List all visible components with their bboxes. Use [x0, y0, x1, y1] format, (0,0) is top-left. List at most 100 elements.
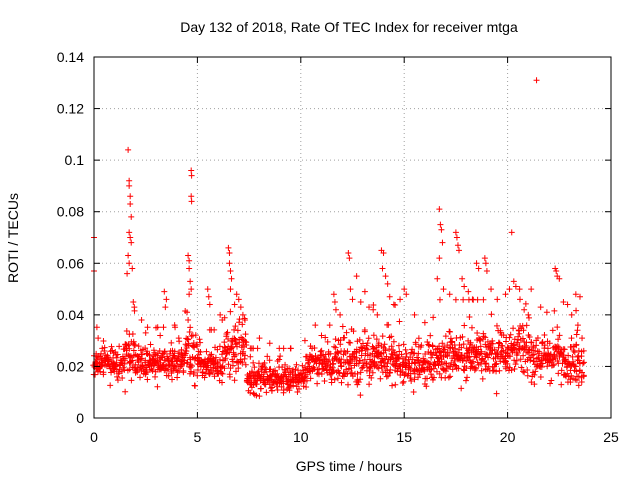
tick-labels: 0 5 10 15 20 25 0 0.02 0.04 0.06 0.08 0.1 0.12 0.14: [57, 49, 619, 445]
data-point: [555, 336, 562, 343]
data-point: [187, 361, 194, 368]
data-point: [488, 311, 495, 318]
data-point: [526, 334, 533, 341]
data-point: [472, 365, 479, 372]
data-point: [184, 335, 191, 342]
data-point: [239, 311, 246, 318]
data-point: [544, 363, 551, 370]
data-point: [398, 351, 405, 358]
data-point: [126, 177, 133, 184]
data-point: [460, 341, 467, 348]
data-point: [264, 353, 271, 360]
y-tick-label: 0: [76, 410, 84, 426]
data-point: [125, 342, 132, 349]
data-point: [384, 280, 391, 287]
data-point: [447, 363, 454, 370]
data-point: [390, 301, 397, 308]
data-point: [506, 286, 513, 293]
data-point: [532, 368, 539, 375]
data-point: [411, 376, 418, 383]
data-point: [477, 343, 484, 350]
data-point: [231, 335, 238, 342]
data-point: [157, 332, 164, 339]
data-point: [330, 368, 337, 375]
data-point: [302, 364, 309, 371]
data-point: [508, 367, 515, 374]
data-point: [242, 361, 249, 368]
data-point: [439, 340, 446, 347]
data-point: [427, 361, 434, 368]
data-point: [411, 350, 418, 357]
data-point: [146, 352, 153, 359]
data-point: [409, 346, 416, 353]
data-point: [460, 366, 467, 373]
data-point: [502, 365, 509, 372]
data-point: [184, 309, 191, 316]
data-point: [456, 247, 463, 254]
data-point: [366, 304, 373, 311]
data-point: [578, 379, 585, 386]
data-point: [242, 331, 249, 338]
data-point: [512, 361, 519, 368]
data-point: [369, 369, 376, 376]
data-point: [518, 345, 525, 352]
data-point: [533, 342, 540, 349]
data-point: [414, 354, 421, 361]
data-point: [543, 309, 550, 316]
data-point: [464, 350, 471, 357]
data-point: [228, 344, 235, 351]
data-point: [161, 348, 168, 355]
data-point: [447, 335, 454, 342]
data-point: [569, 353, 576, 360]
data-point: [533, 358, 540, 365]
data-point: [384, 360, 391, 367]
data-point: [402, 346, 409, 353]
data-point: [562, 356, 569, 363]
y-tick-label: 0.12: [57, 101, 84, 117]
data-point: [121, 366, 128, 373]
data-point: [529, 352, 536, 359]
data-point: [197, 339, 204, 346]
data-point: [464, 374, 471, 381]
data-point: [436, 255, 443, 262]
data-point: [538, 363, 545, 370]
y-tick-label: 0.1: [65, 152, 85, 168]
data-point: [397, 296, 404, 303]
data-point: [293, 361, 300, 368]
data-point: [100, 371, 107, 378]
data-point: [257, 385, 264, 392]
data-point: [437, 221, 444, 228]
data-point: [480, 330, 487, 337]
data-point: [162, 304, 169, 311]
data-point: [510, 325, 517, 332]
data-point: [322, 334, 329, 341]
data-point: [332, 344, 339, 351]
data-point: [153, 324, 160, 331]
data-point: [447, 373, 454, 380]
data-point: [221, 365, 228, 372]
data-point: [337, 362, 344, 369]
data-point: [523, 322, 530, 329]
data-point: [235, 365, 242, 372]
data-point: [99, 345, 106, 352]
data-point: [315, 369, 322, 376]
x-tick-label: 15: [396, 429, 412, 445]
data-point: [440, 286, 447, 293]
data-point: [370, 332, 377, 339]
data-point: [332, 306, 339, 313]
data-point: [483, 360, 490, 367]
data-point: [528, 286, 535, 293]
data-point: [520, 352, 527, 359]
data-point: [386, 293, 393, 300]
data-point: [256, 335, 263, 342]
data-point: [512, 283, 519, 290]
data-point: [132, 361, 139, 368]
data-point: [463, 357, 470, 364]
data-point: [206, 371, 213, 378]
data-point: [519, 322, 526, 329]
data-point: [521, 369, 528, 376]
data-point: [524, 372, 531, 379]
data-point: [254, 345, 261, 352]
data-point: [412, 360, 419, 367]
data-point: [114, 377, 121, 384]
